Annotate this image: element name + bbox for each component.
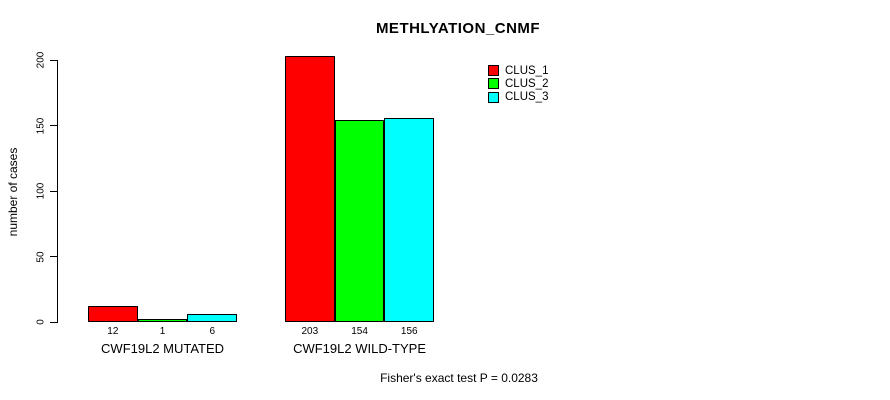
- bar-clus_3-group1: [187, 314, 238, 322]
- legend-swatch-clus-3-icon: [488, 91, 499, 103]
- legend-swatch-clus-1-icon: [488, 65, 499, 77]
- y-axis-line: [57, 60, 58, 323]
- bar-value-label: 1: [159, 325, 166, 337]
- y-axis-tick: [50, 190, 57, 192]
- bar-clus_1-group2: [285, 56, 335, 322]
- bar-clus_3-group2: [384, 117, 435, 322]
- legend-label-clus-3: CLUS_3: [505, 91, 549, 104]
- bar-clus_1-group1: [88, 306, 138, 322]
- legend-swatch-clus-2-icon: [488, 78, 499, 90]
- legend-item-clus-1: CLUS_1: [488, 64, 548, 77]
- category-label: CWF19L2 WILD-TYPE: [293, 341, 427, 356]
- y-axis-label: number of cases: [6, 147, 20, 237]
- chart-title: METHLYATION_CNMF: [375, 20, 541, 37]
- y-axis-tick: [50, 321, 57, 323]
- y-axis-tick: [50, 125, 57, 126]
- y-axis-tick: [50, 256, 57, 257]
- y-axis-tick-label: 200: [35, 51, 47, 69]
- bar-value-label: 12: [107, 325, 119, 337]
- legend-item-clus-3: CLUS_3: [488, 91, 548, 104]
- legend-label-clus-1: CLUS_1: [505, 64, 549, 77]
- bar-value-label: 6: [209, 325, 216, 337]
- y-axis-tick: [50, 59, 57, 61]
- y-axis-tick-label: 150: [35, 117, 47, 134]
- legend-label-clus-2: CLUS_2: [505, 77, 549, 90]
- legend: CLUS_1 CLUS_2 CLUS_3: [488, 64, 548, 104]
- y-axis-tick-label: 50: [35, 250, 47, 263]
- legend-item-clus-2: CLUS_2: [488, 77, 548, 90]
- category-label: CWF19L2 MUTATED: [101, 341, 225, 356]
- y-axis-tick-label: 100: [35, 182, 47, 200]
- bar-value-label: 154: [351, 325, 368, 337]
- bar-value-label: 203: [301, 325, 319, 337]
- bar-clus_2-group2: [334, 120, 385, 322]
- fisher-test-annotation: Fisher's exact test P = 0.0283: [380, 371, 538, 385]
- bar-clus_2-group1: [137, 319, 188, 322]
- bar-value-label: 156: [400, 325, 418, 337]
- y-axis-tick-label: 0: [35, 319, 47, 325]
